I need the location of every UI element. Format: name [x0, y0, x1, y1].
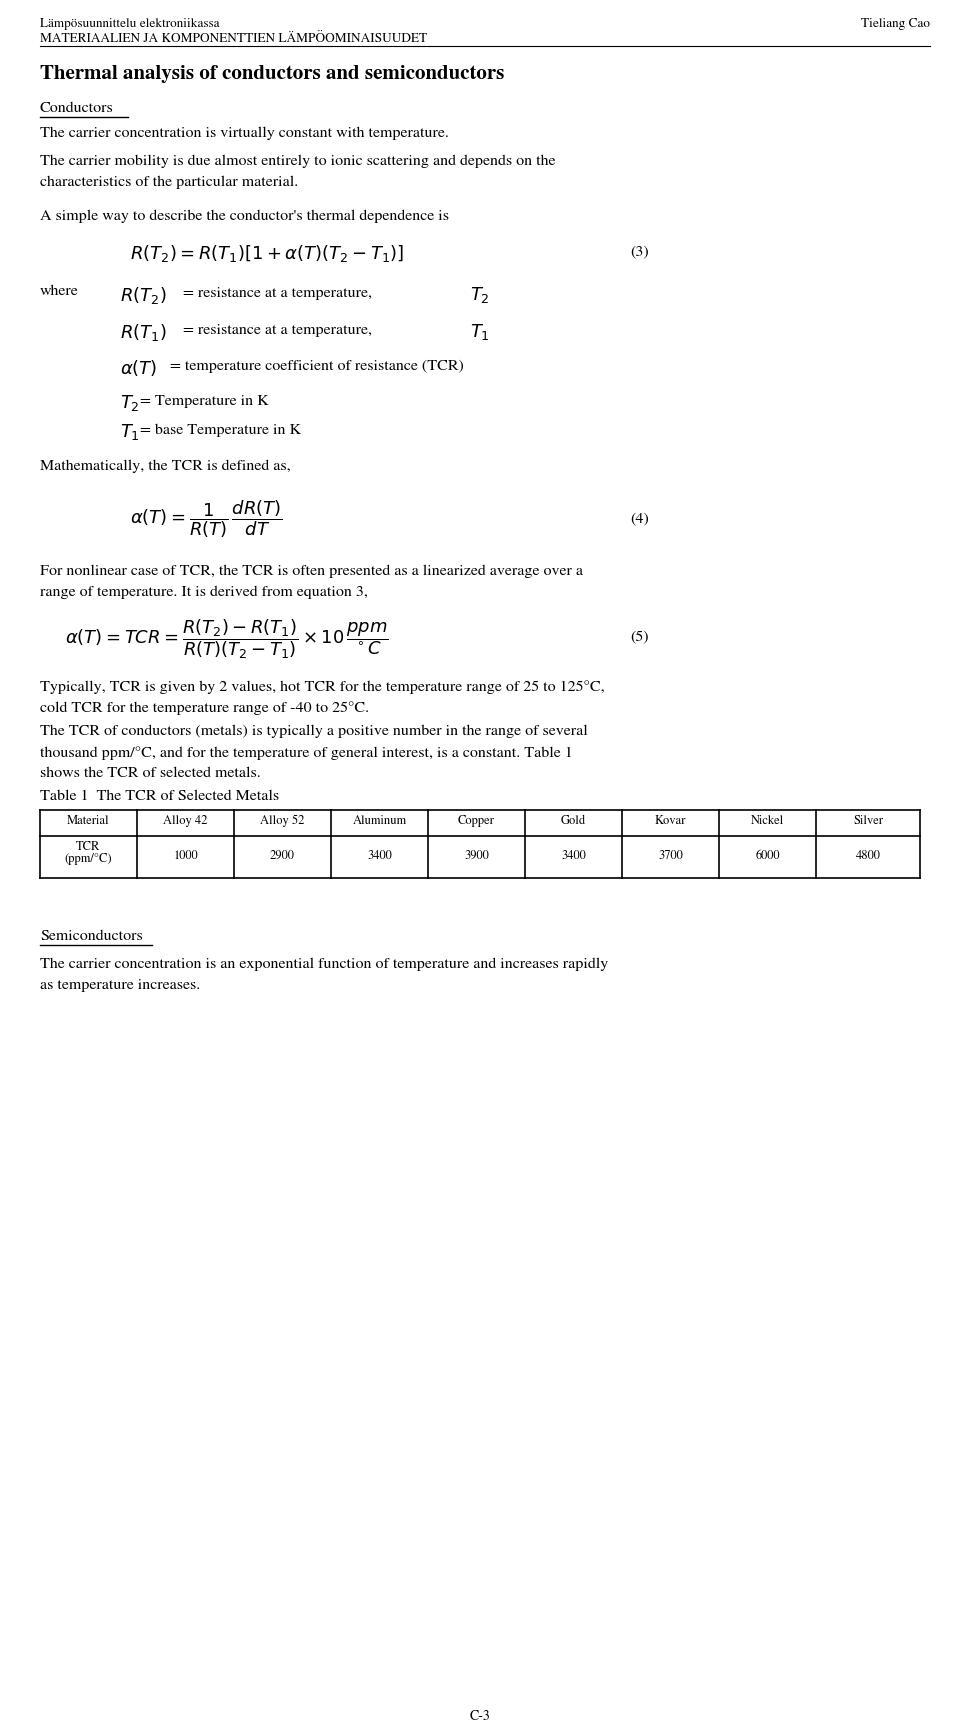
- Text: (ppm/°C): (ppm/°C): [64, 853, 112, 865]
- Text: Copper: Copper: [458, 815, 495, 827]
- Text: 4800: 4800: [855, 849, 880, 862]
- Text: = resistance at a temperature,: = resistance at a temperature,: [183, 287, 372, 301]
- Text: characteristics of the particular material.: characteristics of the particular materi…: [40, 176, 299, 189]
- Text: Material: Material: [67, 815, 109, 827]
- Text: 3400: 3400: [367, 849, 392, 862]
- Text: The carrier concentration is an exponential function of temperature and increase: The carrier concentration is an exponent…: [40, 958, 609, 971]
- Text: Semiconductors: Semiconductors: [40, 931, 143, 943]
- Text: $T_1$: $T_1$: [120, 422, 140, 441]
- Text: $\alpha(T) = TCR = \dfrac{R(T_2)-R(T_1)}{R(T)(T_2-T_1)}\times10\,\dfrac{ppm}{^\c: $\alpha(T) = TCR = \dfrac{R(T_2)-R(T_1)}…: [65, 618, 389, 661]
- Text: $T_2$: $T_2$: [120, 393, 140, 413]
- Text: as temperature increases.: as temperature increases.: [40, 979, 201, 993]
- Text: (4): (4): [630, 512, 649, 526]
- Text: Aluminum: Aluminum: [352, 815, 407, 827]
- Text: Thermal analysis of conductors and semiconductors: Thermal analysis of conductors and semic…: [40, 66, 504, 83]
- Text: Typically, TCR is given by 2 values, hot TCR for the temperature range of 25 to : Typically, TCR is given by 2 values, hot…: [40, 680, 605, 694]
- Text: = temperature coefficient of resistance (TCR): = temperature coefficient of resistance …: [170, 360, 464, 374]
- Text: Silver: Silver: [853, 815, 883, 827]
- Text: MATERIAALIEN JA KOMPONENTTIEN LÄMPÖOMINAISUUDET: MATERIAALIEN JA KOMPONENTTIEN LÄMPÖOMINA…: [40, 33, 427, 45]
- Text: 3900: 3900: [464, 849, 489, 862]
- Text: $T_1$: $T_1$: [470, 322, 490, 343]
- Text: 3400: 3400: [562, 849, 586, 862]
- Text: cold TCR for the temperature range of -40 to 25°C.: cold TCR for the temperature range of -4…: [40, 701, 370, 714]
- Text: (3): (3): [630, 246, 649, 258]
- Text: Tieliang Cao: Tieliang Cao: [861, 17, 930, 29]
- Text: A simple way to describe the conductor's thermal dependence is: A simple way to describe the conductor's…: [40, 209, 449, 223]
- Text: $\alpha(T) = \dfrac{1}{R(T)}\,\dfrac{dR(T)}{dT}$: $\alpha(T) = \dfrac{1}{R(T)}\,\dfrac{dR(…: [130, 498, 282, 540]
- Text: Gold: Gold: [561, 815, 586, 827]
- Text: C-3: C-3: [469, 1709, 491, 1723]
- Text: Nickel: Nickel: [751, 815, 784, 827]
- Text: $R(T_1)$: $R(T_1)$: [120, 322, 166, 343]
- Text: $R(T_2)$: $R(T_2)$: [120, 285, 166, 306]
- Text: = base Temperature in K: = base Temperature in K: [140, 424, 301, 438]
- Text: Lämpösuunnittelu elektroniikassa: Lämpösuunnittelu elektroniikassa: [40, 17, 220, 29]
- Text: The TCR of conductors (metals) is typically a positive number in the range of se: The TCR of conductors (metals) is typica…: [40, 725, 588, 739]
- Text: 2900: 2900: [270, 849, 295, 862]
- Text: (5): (5): [630, 631, 649, 644]
- Text: Table 1  The TCR of Selected Metals: Table 1 The TCR of Selected Metals: [40, 791, 279, 803]
- Text: For nonlinear case of TCR, the TCR is often presented as a linearized average ov: For nonlinear case of TCR, the TCR is of…: [40, 566, 583, 578]
- Text: $T_2$: $T_2$: [470, 285, 490, 304]
- Text: Alloy 42: Alloy 42: [163, 815, 207, 827]
- Text: = Temperature in K: = Temperature in K: [140, 394, 269, 408]
- Text: where: where: [40, 285, 79, 298]
- Text: Conductors: Conductors: [40, 102, 113, 116]
- Text: 3700: 3700: [659, 849, 683, 862]
- Text: The carrier mobility is due almost entirely to ionic scattering and depends on t: The carrier mobility is due almost entir…: [40, 156, 556, 168]
- Text: Alloy 52: Alloy 52: [260, 815, 304, 827]
- Text: 1000: 1000: [173, 849, 198, 862]
- Text: range of temperature. It is derived from equation 3,: range of temperature. It is derived from…: [40, 586, 368, 599]
- Text: $R(T_2) = R(T_1)[1+\alpha(T)(T_2-T_1)]$: $R(T_2) = R(T_1)[1+\alpha(T)(T_2-T_1)]$: [130, 242, 404, 265]
- Text: Mathematically, the TCR is defined as,: Mathematically, the TCR is defined as,: [40, 460, 291, 474]
- Text: = resistance at a temperature,: = resistance at a temperature,: [183, 324, 372, 337]
- Text: TCR: TCR: [76, 841, 101, 853]
- Text: 6000: 6000: [756, 849, 780, 862]
- Text: Kovar: Kovar: [655, 815, 686, 827]
- Text: thousand ppm/°C, and for the temperature of general interest, is a constant. Tab: thousand ppm/°C, and for the temperature…: [40, 746, 573, 759]
- Text: The carrier concentration is virtually constant with temperature.: The carrier concentration is virtually c…: [40, 126, 449, 140]
- Text: $\alpha(T)$: $\alpha(T)$: [120, 358, 157, 377]
- Text: shows the TCR of selected metals.: shows the TCR of selected metals.: [40, 766, 261, 780]
